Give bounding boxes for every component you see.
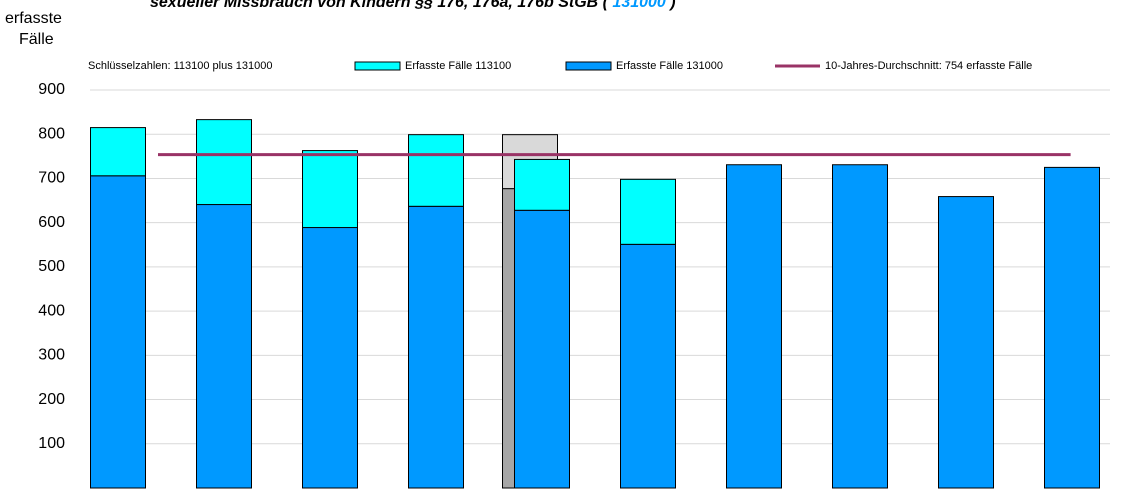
bar	[196, 204, 252, 489]
y-tick-label: 200	[38, 391, 65, 408]
y-tick-label: 600	[38, 214, 65, 231]
y-axis-label: erfasste	[5, 10, 62, 27]
title-code: 131000	[612, 0, 665, 11]
title-main: sexueller Missbrauch von Kindern §§ 176,…	[150, 0, 610, 11]
bar	[302, 227, 358, 489]
y-tick-label: 400	[38, 302, 65, 319]
bar	[90, 175, 146, 489]
legend-note: Schlüsselzahlen: 113100 plus 131000	[88, 60, 273, 72]
bar	[832, 164, 888, 489]
legend-swatch	[565, 61, 612, 71]
legend-label: 10-Jahres-Durchschnitt: 754 erfasste Fäl…	[825, 60, 1032, 72]
legend-label: Erfasste Fälle 131000	[616, 60, 723, 72]
bar	[196, 119, 252, 206]
y-axis-label: Fälle	[19, 31, 54, 48]
bar	[302, 150, 358, 229]
y-tick-label: 700	[38, 170, 65, 187]
bar	[1044, 166, 1100, 489]
chart-title: sexueller Missbrauch von Kindern §§ 176,…	[150, 0, 676, 11]
y-tick-label: 900	[38, 81, 65, 98]
bar	[620, 243, 676, 489]
bar	[726, 164, 782, 489]
y-tick-label: 100	[38, 435, 65, 452]
y-tick-label: 300	[38, 347, 65, 364]
legend-swatch	[354, 61, 401, 71]
title-end: )	[668, 0, 675, 11]
bar	[938, 196, 994, 489]
bar	[514, 158, 570, 211]
y-tick-label: 800	[38, 125, 65, 142]
y-tick-label: 500	[38, 258, 65, 275]
bar	[408, 205, 464, 489]
bar	[90, 127, 146, 177]
bar	[514, 209, 570, 489]
bar	[620, 178, 676, 245]
bar	[408, 134, 464, 207]
legend-label: Erfasste Fälle 113100	[405, 60, 511, 72]
